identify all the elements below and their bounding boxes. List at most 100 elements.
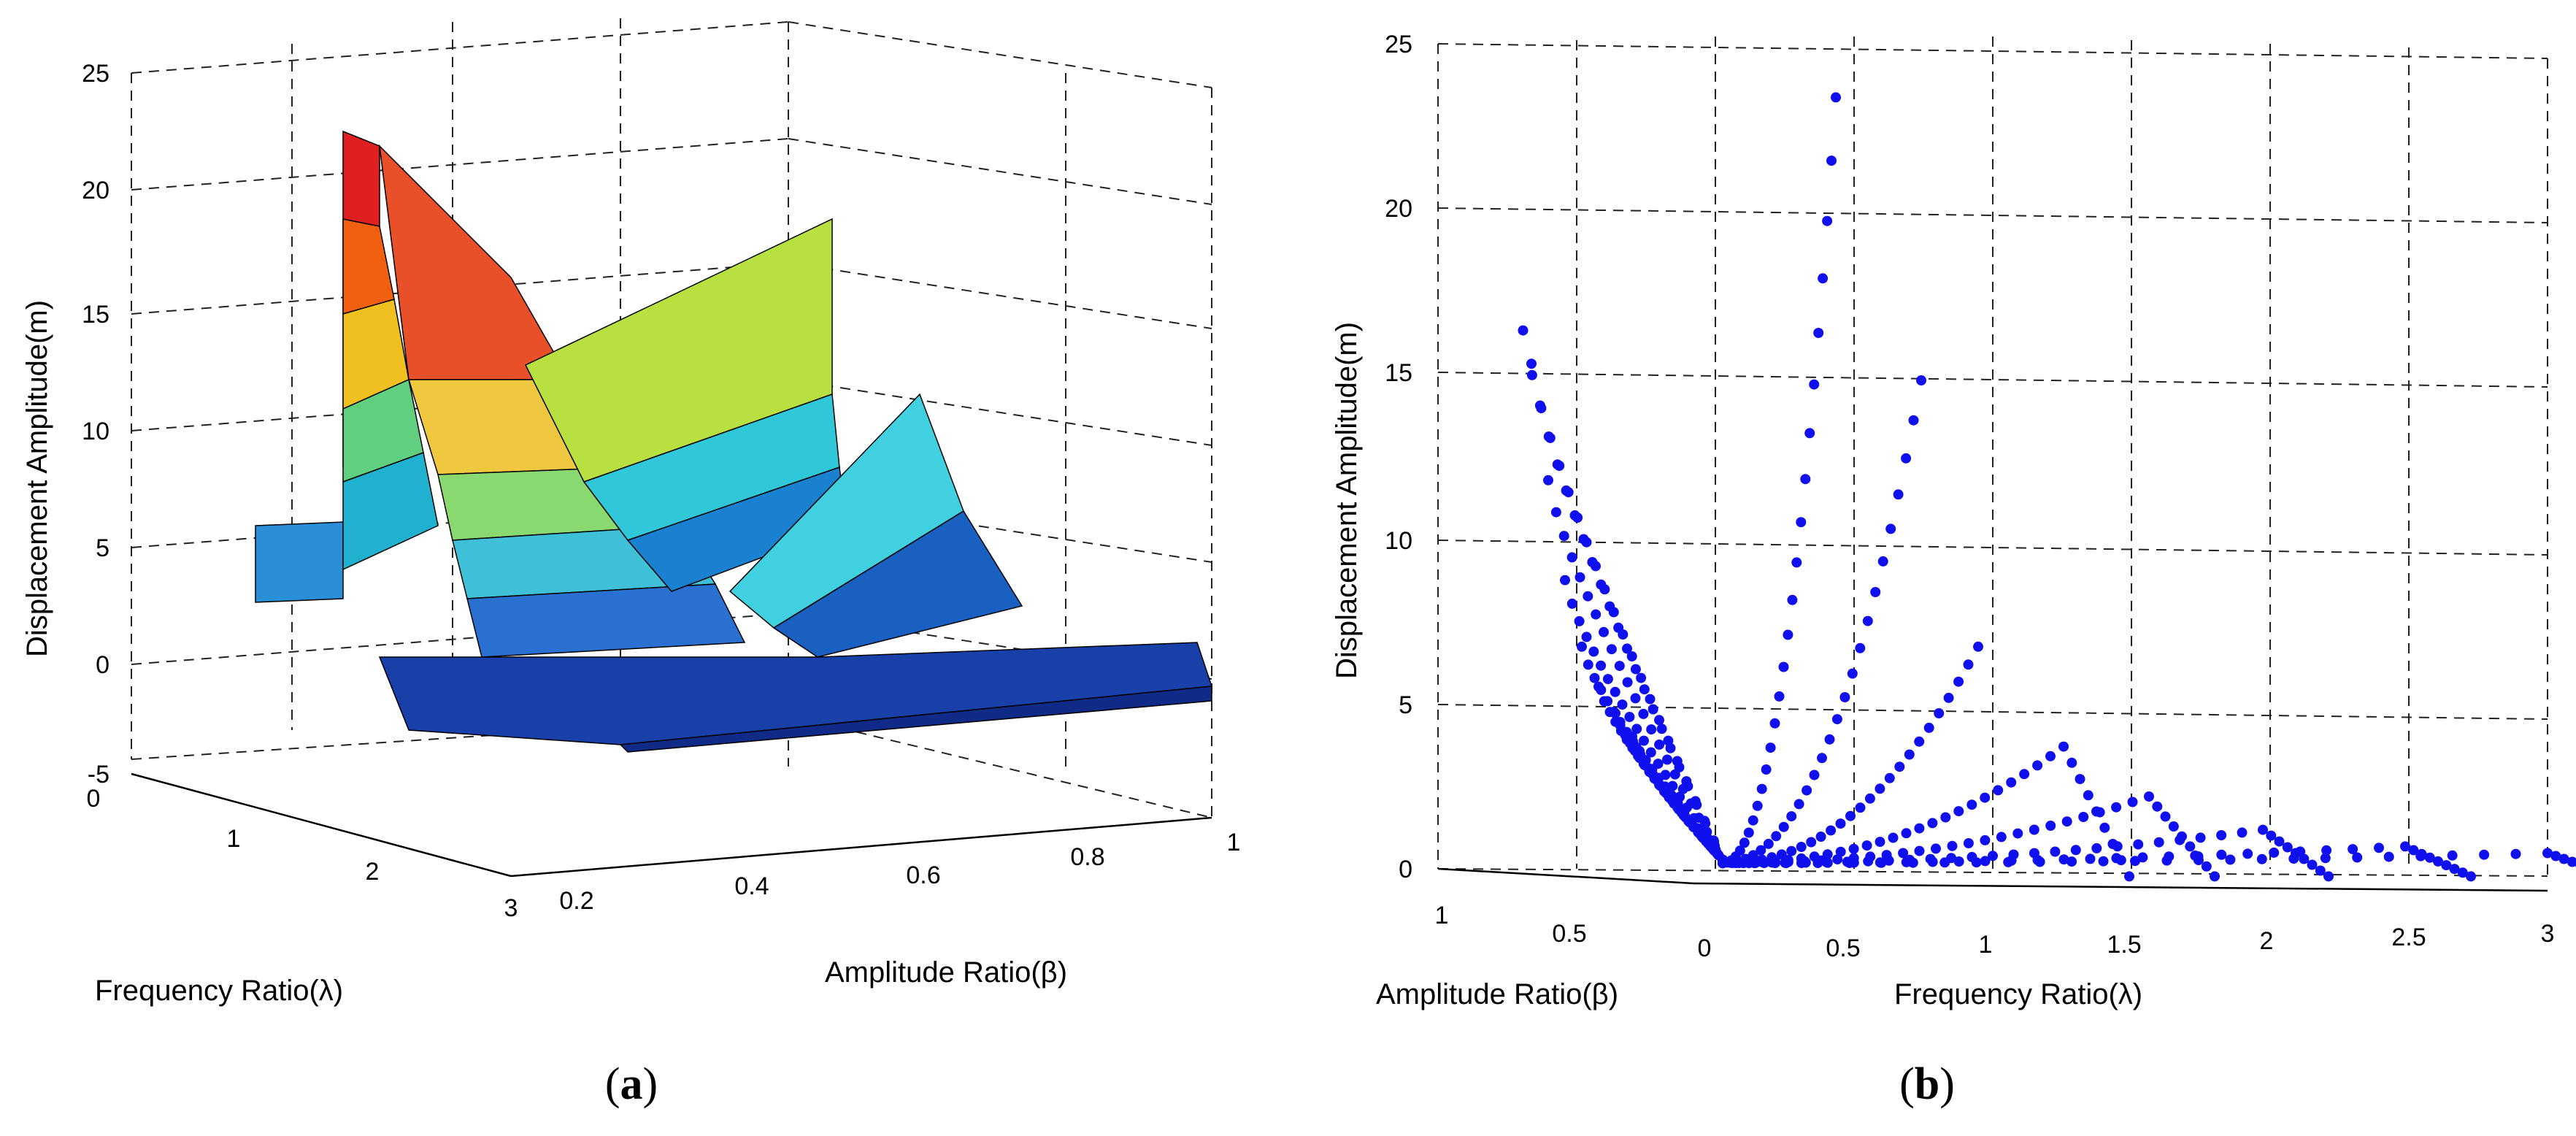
scatter-point: [1588, 646, 1599, 657]
scatter-point: [1606, 644, 1617, 655]
scatter-point: [1809, 770, 1820, 780]
scatter-point: [1646, 724, 1657, 735]
scatter-point: [1624, 712, 1635, 722]
scatter-point: [1809, 379, 1820, 390]
scatter-point: [2094, 807, 2105, 818]
scatter-point: [2216, 849, 2227, 860]
scatter-point: [1993, 785, 2004, 796]
scatter-point: [2034, 856, 2045, 867]
panel-b-yticks: 1 0.5: [1435, 902, 1587, 948]
scatter-point: [1988, 851, 1998, 861]
scatter-point: [1824, 734, 1835, 745]
scatter-point: [1769, 858, 1780, 869]
tick-label: 25: [1385, 31, 1412, 58]
scatter-point: [1947, 840, 1958, 851]
scatter-point: [1602, 674, 1613, 685]
scatter-point: [1630, 664, 1641, 675]
tick-label: 1: [1435, 902, 1449, 929]
scatter-point: [2225, 854, 2236, 865]
surface-patch: [255, 521, 344, 603]
scatter-point: [1786, 811, 1797, 822]
scatter-point: [1589, 672, 1600, 683]
scatter-point: [1802, 785, 1812, 796]
scatter-point: [1796, 858, 1807, 868]
scatter-point: [2542, 848, 2553, 859]
tick-label: 20: [82, 177, 109, 204]
surface-patch: [619, 686, 1212, 753]
scatter-point: [1786, 845, 1797, 856]
scatter-point: [2050, 846, 2061, 857]
scatter-point: [2099, 822, 2110, 833]
scatter-point: [1604, 601, 1615, 612]
scatter-point: [1832, 854, 1843, 865]
scatter-point: [2288, 853, 2299, 864]
scatter-point: [1569, 510, 1580, 521]
scatter-point: [1614, 661, 1625, 672]
scatter-point: [1627, 731, 1637, 742]
scatter-point: [2256, 853, 2267, 864]
scatter-point: [2295, 846, 2306, 857]
scatter-point: [1901, 828, 1912, 839]
tick-label: 0.4: [734, 872, 769, 900]
scatter-point: [1662, 754, 1672, 765]
scatter-point: [2433, 856, 2443, 867]
scatter-point: [1526, 358, 1537, 369]
scatter-point: [2567, 856, 2576, 867]
scatter-point: [1638, 708, 1649, 719]
tick-label: 0.5: [1552, 920, 1586, 948]
scatter-point: [1756, 845, 1766, 856]
scatter-point: [1780, 858, 1791, 869]
scatter-point: [1831, 92, 1841, 103]
surface-patch: [378, 144, 571, 380]
scatter-point: [1761, 764, 1772, 775]
scatter-point: [1791, 557, 1802, 568]
scatter-point: [1927, 818, 1938, 829]
scatter-point: [2152, 801, 2163, 812]
scatter-point: [1907, 857, 1918, 868]
scatter-point: [1875, 837, 1885, 848]
scatter-point: [2201, 861, 2212, 872]
scatter-point: [1778, 661, 1789, 672]
scatter-point: [2307, 859, 2318, 870]
panel-b-xlabel: Frequency Ratio(λ): [1894, 978, 2142, 1010]
scatter-point: [1793, 799, 1804, 810]
scatter-point: [1566, 552, 1577, 563]
scatter-point: [2558, 853, 2569, 864]
panel-b-zlabel: Displacement Amplitude(m): [1331, 322, 1363, 679]
scatter-point: [2315, 865, 2326, 876]
scatter-point: [1963, 838, 1974, 848]
scatter-point: [2045, 751, 2056, 761]
scatter-point: [2185, 841, 2196, 852]
scatter-point: [1765, 742, 1776, 753]
panel-a-letter: a: [620, 1059, 643, 1109]
scatter-point: [1739, 837, 1750, 848]
scatter-point: [2133, 839, 2144, 850]
panel-b-axes: [1437, 867, 2548, 892]
scatter-point: [2441, 860, 2452, 871]
scatter-point: [1787, 594, 1798, 605]
scatter-point: [2269, 847, 2280, 858]
scatter-point: [2085, 853, 2096, 864]
tick-label: 10: [1385, 527, 1412, 555]
scatter-point: [2320, 853, 2331, 864]
surface-patch: [772, 510, 1023, 658]
scatter-point: [2160, 811, 2171, 822]
tick-label: 5: [1399, 691, 1412, 719]
scatter-point: [1518, 325, 1529, 336]
panel-a-surface: [255, 130, 1213, 753]
scatter-point: [2066, 757, 2077, 768]
scatter-point: [1599, 626, 1609, 637]
scatter-point: [2237, 827, 2248, 838]
scatter-point: [2083, 790, 2094, 801]
scatter-point: [1835, 818, 1846, 829]
scatter-point: [2383, 851, 2394, 862]
scatter-point: [1774, 691, 1785, 702]
scatter-point: [1591, 609, 1602, 620]
scatter-point: [1758, 858, 1769, 868]
scatter-point: [1813, 328, 1824, 338]
panel-a-ylabel: Amplitude Ratio(β): [825, 956, 1067, 989]
panel-b-zticks: 25 20 15 10 5 0: [1385, 31, 1412, 883]
scatter-point: [2374, 843, 2384, 853]
tick-label: 1: [227, 825, 241, 853]
panel-a-zticks: 25 20 15 10 5 0 -5: [82, 60, 109, 788]
